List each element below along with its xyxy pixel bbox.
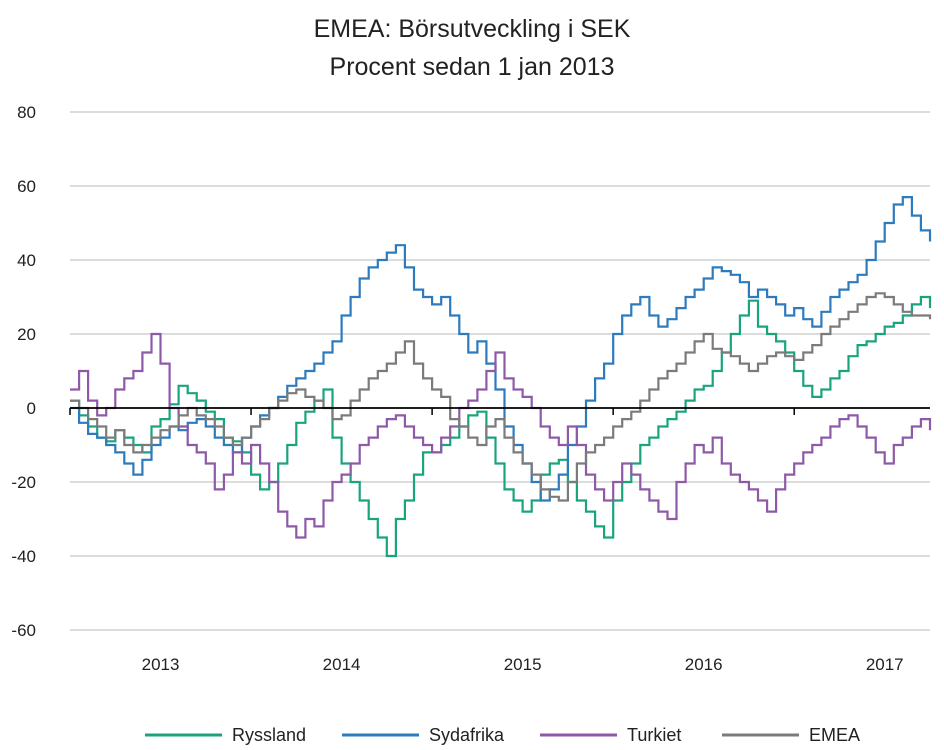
y-tick-label: 80: [17, 103, 36, 122]
y-tick-label: 40: [17, 251, 36, 270]
y-tick-label: -40: [11, 547, 36, 566]
series-line-turkiet: [70, 332, 932, 539]
legend-label-emea: EMEA: [809, 725, 860, 745]
chart-title: EMEA: Börsutveckling i SEK: [313, 15, 631, 43]
series-line-ryssland: [70, 295, 932, 558]
y-tick-label: 60: [17, 177, 36, 196]
series-line-sydafrika: [70, 196, 932, 502]
x-tick-label: 2015: [504, 655, 542, 674]
legend-label-sydafrika: Sydafrika: [429, 725, 505, 745]
x-tick-label: 2016: [685, 655, 723, 674]
x-tick-label: 2017: [866, 655, 904, 674]
chart-subtitle: Procent sedan 1 jan 2013: [329, 53, 615, 81]
y-tick-label: 20: [17, 325, 36, 344]
y-tick-label: -20: [11, 473, 36, 492]
y-tick-label: -60: [11, 621, 36, 640]
x-tick-label: 2014: [323, 655, 361, 674]
legend-label-turkiet: Turkiet: [627, 725, 681, 745]
series-line-emea: [70, 292, 932, 502]
y-tick-label: 0: [27, 399, 36, 418]
x-tick-label: 2013: [142, 655, 180, 674]
legend-label-ryssland: Ryssland: [232, 725, 306, 745]
